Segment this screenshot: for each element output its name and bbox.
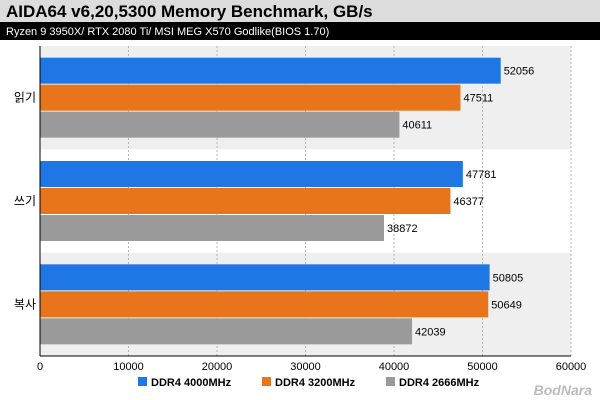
data-labels: 52056 47511 40611 47781 46377 38872 50805 50649… <box>387 66 534 339</box>
data-label: 42039 <box>415 326 446 338</box>
legend-label: DDR4 4000MHz <box>151 377 232 389</box>
legend-swatch <box>262 377 271 386</box>
data-label: 50805 <box>493 272 524 284</box>
data-label: 38872 <box>387 223 418 235</box>
bar-ddr4-3200mhz <box>40 84 461 111</box>
legend-swatch <box>138 377 147 386</box>
bar-ddr4-3200mhz <box>40 291 489 318</box>
x-tick-label: 10000 <box>113 361 144 373</box>
x-tick-label: 50000 <box>467 361 498 373</box>
y-category-label: 쓰기 <box>14 194 36 208</box>
bars <box>40 57 501 345</box>
x-tick-label: 20000 <box>202 361 233 373</box>
bar-ddr4-2666mhz <box>40 215 385 241</box>
data-label: 52056 <box>504 66 535 78</box>
data-label: 46377 <box>453 196 484 208</box>
x-tick-label: 40000 <box>379 361 410 373</box>
bar-ddr4-2666mhz <box>40 111 400 138</box>
legend-swatch <box>386 377 395 386</box>
title-bar <box>0 0 600 22</box>
chart-subtitle: Ryzen 9 3950X/ RTX 2080 Ti/ MSI MEG X570… <box>6 26 329 38</box>
bar-ddr4-4000mhz <box>40 264 490 291</box>
data-label: 47511 <box>463 93 493 105</box>
data-label: 47781 <box>466 169 497 181</box>
bar-ddr4-4000mhz <box>40 57 501 84</box>
y-category-label: 복사 <box>14 297 36 311</box>
x-tick-label: 30000 <box>290 361 321 373</box>
x-tick-label: 60000 <box>556 361 587 373</box>
data-label: 40611 <box>402 120 432 132</box>
legend: DDR4 4000MHz DDR4 3200MHz DDR4 2666MHz <box>138 377 480 389</box>
bar-ddr4-4000mhz <box>40 161 463 187</box>
legend-label: DDR4 2666MHz <box>399 377 480 389</box>
bar-ddr4-2666mhz <box>40 318 413 345</box>
legend-label: DDR4 3200MHz <box>275 377 356 389</box>
y-category-label: 읽기 <box>14 91 36 105</box>
subtitle-bar <box>0 22 600 40</box>
watermark: BodNara <box>534 382 593 398</box>
chart-title: AIDA64 v6,20,5300 Memory Benchmark, GB/s <box>6 2 373 21</box>
bar-ddr4-3200mhz <box>40 188 451 214</box>
data-label: 50649 <box>491 299 522 311</box>
x-tick-label: 0 <box>37 361 43 373</box>
